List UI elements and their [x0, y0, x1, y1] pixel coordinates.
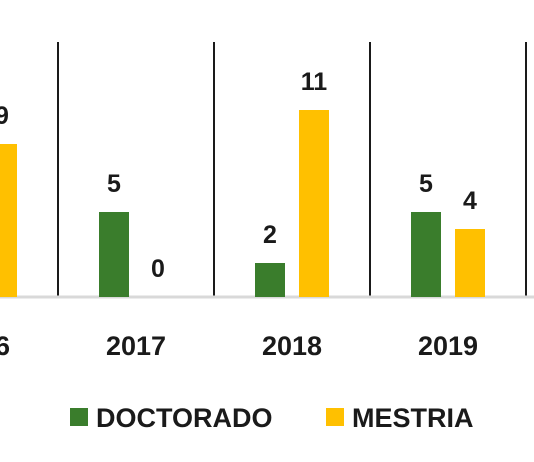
- data-labels-group: 5 2 5 9 0 11 4: [0, 68, 477, 283]
- data-label-doctorado-2018: 2: [263, 221, 277, 249]
- legend: DOCTORADO MESTRIA: [70, 403, 474, 433]
- category-label-2018: 2018: [262, 331, 322, 361]
- bar-doctorado-2018: [255, 263, 285, 297]
- bar-mestria-2018: [299, 110, 329, 297]
- legend-label-doctorado: DOCTORADO: [96, 403, 273, 433]
- data-label-mestria-2017: 0: [151, 255, 165, 283]
- legend-swatch-mestria: [326, 408, 344, 426]
- bars-group: [0, 110, 485, 297]
- category-labels-group: 2016 2017 2018 2019: [0, 331, 478, 361]
- bar-doctorado-2017: [99, 212, 129, 297]
- category-label-2017: 2017: [106, 331, 166, 361]
- data-label-mestria-2018: 11: [301, 68, 328, 96]
- bar-doctorado-2019: [411, 212, 441, 297]
- category-label-2016: 2016: [0, 331, 10, 361]
- legend-label-mestria: MESTRIA: [352, 403, 474, 433]
- category-label-2019: 2019: [418, 331, 478, 361]
- bar-mestria-2019: [455, 229, 485, 297]
- legend-swatch-doctorado: [70, 408, 88, 426]
- bar-mestria-2016: [0, 144, 17, 297]
- data-label-mestria-2016: 9: [0, 102, 9, 130]
- category-separators: [57, 42, 527, 297]
- data-label-doctorado-2019: 5: [419, 170, 433, 198]
- data-label-doctorado-2017: 5: [107, 170, 121, 198]
- data-label-mestria-2019: 4: [463, 187, 477, 215]
